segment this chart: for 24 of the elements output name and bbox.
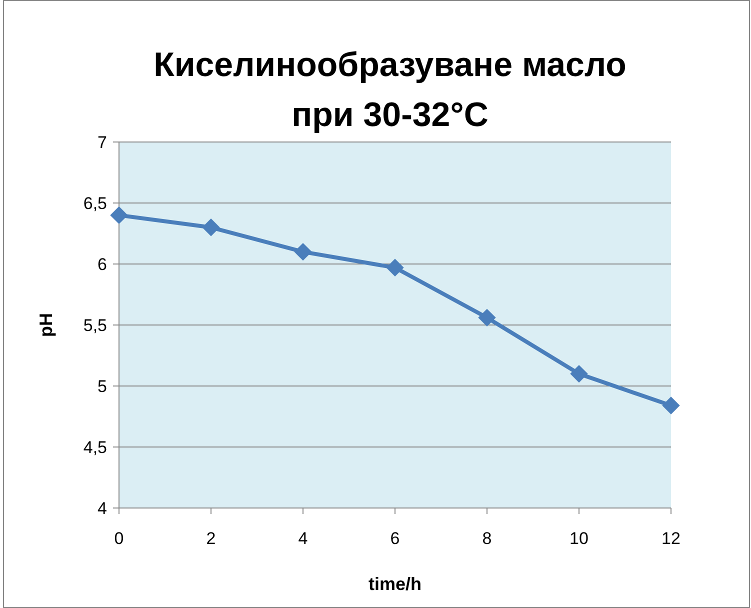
chart-title: Киселинообразуване масло при 30-32°C — [154, 46, 626, 134]
y-axis-title: pH — [36, 313, 56, 337]
y-tick-label: 6,5 — [83, 194, 107, 213]
y-tick-label: 7 — [98, 132, 107, 152]
x-tick-label: 10 — [570, 529, 588, 548]
x-axis-title: time/h — [368, 574, 422, 594]
point — [294, 242, 312, 261]
x-tick-label: 8 — [482, 529, 492, 548]
point — [478, 308, 496, 327]
y-tick-label: 5 — [98, 376, 107, 396]
y-tick-label: 4 — [98, 498, 107, 518]
point — [570, 364, 588, 383]
x-tick-label: 0 — [114, 529, 124, 548]
point — [110, 206, 128, 224]
y-tick-label: 5,5 — [83, 316, 107, 335]
x-tick-label: 2 — [206, 529, 216, 548]
y-tick-label: 6 — [98, 254, 107, 274]
point — [662, 396, 680, 414]
point — [202, 218, 220, 236]
x-tick-label: 12 — [662, 529, 680, 548]
point — [386, 258, 404, 277]
x-tick-label: 6 — [390, 529, 400, 548]
y-tick-label: 4,5 — [83, 438, 107, 457]
x-tick-label: 4 — [298, 529, 308, 548]
